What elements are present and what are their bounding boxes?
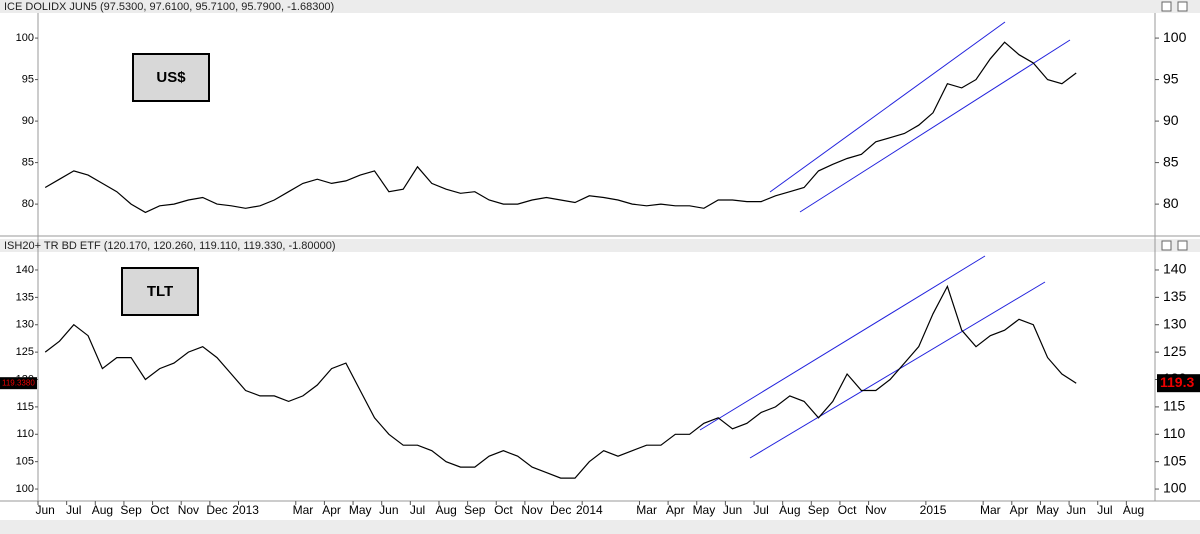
x-tick-label: Sep	[120, 503, 142, 517]
restore-button[interactable]	[1161, 1, 1172, 12]
x-tick-label: Jul	[66, 503, 81, 517]
x-tick-label: Oct	[838, 503, 857, 517]
y-tick-label: 100	[1163, 480, 1187, 496]
panel-title: ISH20+ TR BD ETF (120.170, 120.260, 119.…	[4, 240, 336, 252]
y-tick-label: 110	[1163, 425, 1186, 441]
y-tick-label: 100	[16, 32, 34, 44]
x-tick-label: Jul	[754, 503, 769, 517]
y-tick-label: 130	[1163, 315, 1187, 331]
x-tick-label: Apr	[666, 503, 685, 517]
x-tick-label: Aug	[435, 503, 456, 517]
x-tick-label: Apr	[322, 503, 341, 517]
y-tick-label: 115	[1163, 398, 1186, 414]
x-tick-label: Jul	[410, 503, 425, 517]
y-tick-label: 85	[1163, 153, 1179, 169]
last-value-badge	[0, 377, 37, 390]
label-box	[132, 53, 210, 102]
x-tick-label: Mar	[636, 503, 657, 517]
label-text: TLT	[147, 283, 173, 300]
x-tick-label: Apr	[1010, 503, 1029, 517]
maximize-button[interactable]	[1177, 240, 1188, 251]
panel-title: ICE DOLIDX JUN5 (97.5300, 97.6100, 95.71…	[4, 1, 334, 13]
y-tick-label: 85	[22, 157, 34, 169]
x-tick-label: Aug	[92, 503, 113, 517]
x-tick-label: Oct	[494, 503, 513, 517]
maximize-button[interactable]	[1177, 1, 1188, 12]
y-tick-label: 100	[16, 483, 34, 495]
x-tick-label: Sep	[464, 503, 486, 517]
x-tick-label: Sep	[808, 503, 830, 517]
x-tick-label: Jun	[35, 503, 54, 517]
y-tick-label: 105	[16, 456, 34, 468]
label-box	[121, 267, 199, 316]
x-tick-label: Dec	[206, 503, 227, 517]
last-value-badge	[1157, 374, 1200, 393]
x-tick-label: Jun	[1067, 503, 1086, 517]
x-tick-label: May	[1036, 503, 1059, 517]
y-tick-label: 95	[22, 73, 34, 85]
x-tick-label: 2013	[232, 503, 259, 517]
trend-line	[699, 255, 986, 431]
trend-line	[769, 21, 1006, 193]
price-line	[44, 284, 1077, 479]
x-tick-label: Aug	[779, 503, 800, 517]
price-line	[44, 41, 1077, 214]
y-tick-label: 125	[16, 346, 34, 358]
x-tick-label: Jul	[1097, 503, 1112, 517]
panel-header	[0, 239, 1200, 252]
trend-line	[749, 281, 1046, 459]
y-tick-label: 125	[1163, 343, 1187, 359]
y-tick-label: 130	[16, 319, 34, 331]
y-tick-label: 95	[1163, 70, 1179, 86]
x-tick-label: Mar	[980, 503, 1001, 517]
y-tick-label: 80	[22, 198, 34, 210]
y-tick-label: 135	[1163, 288, 1187, 304]
x-tick-label: Nov	[521, 503, 542, 517]
x-tick-label: Nov	[178, 503, 199, 517]
toolbar	[0, 520, 1200, 534]
restore-button[interactable]	[1161, 240, 1172, 251]
x-tick-label: 2015	[920, 503, 947, 517]
last-value-label: 119.3380	[2, 378, 35, 387]
x-tick-label: Aug	[1123, 503, 1144, 517]
panel-header	[0, 0, 1200, 13]
x-tick-label: Nov	[865, 503, 886, 517]
y-tick-label: 140	[16, 264, 34, 276]
x-tick-label: Dec	[550, 503, 571, 517]
x-tick-label: May	[693, 503, 716, 517]
x-tick-label: Jun	[723, 503, 742, 517]
y-tick-label: 140	[1163, 261, 1187, 277]
label-text: US$	[156, 69, 186, 86]
y-tick-label: 110	[16, 428, 34, 440]
y-tick-label: 90	[22, 115, 34, 127]
y-tick-label: 115	[16, 401, 34, 413]
x-tick-label: 2014	[576, 503, 603, 517]
x-tick-label: May	[349, 503, 372, 517]
y-tick-label: 135	[16, 291, 34, 303]
x-tick-label: Mar	[293, 503, 314, 517]
y-tick-label: 100	[1163, 29, 1187, 45]
y-tick-label: 105	[1163, 452, 1187, 468]
x-tick-label: Oct	[150, 503, 169, 517]
x-tick-label: Jun	[379, 503, 398, 517]
y-tick-label: 90	[1163, 112, 1179, 128]
y-tick-label: 80	[1163, 195, 1179, 211]
trend-line	[799, 39, 1071, 213]
last-value-label: 119.3	[1160, 374, 1194, 390]
